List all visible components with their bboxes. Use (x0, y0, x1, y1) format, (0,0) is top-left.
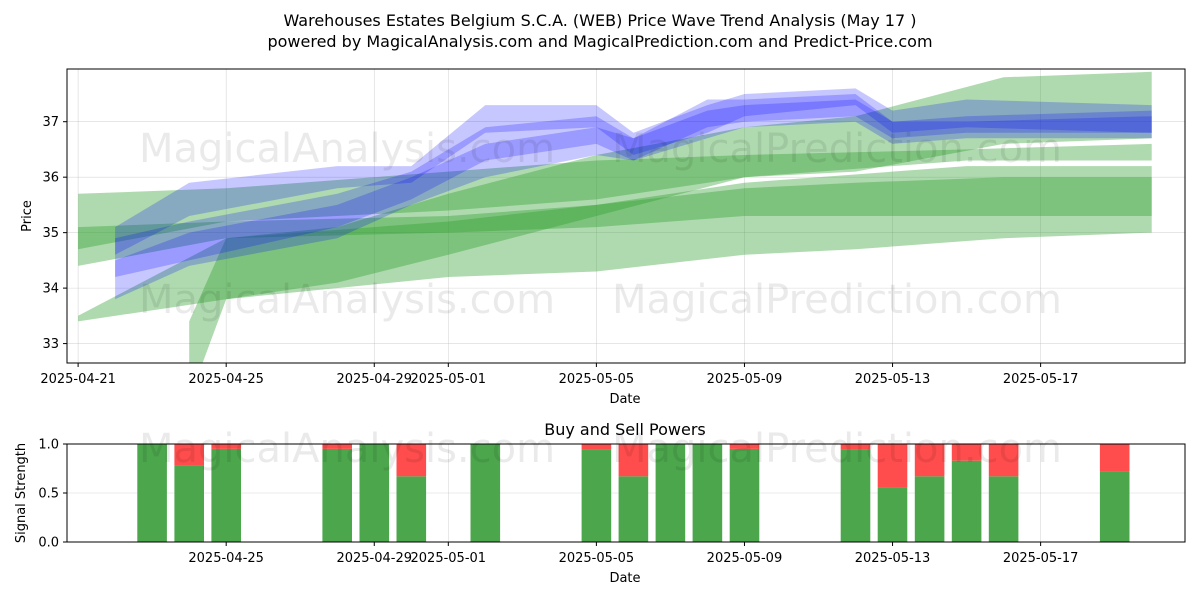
blue-wave-band (115, 99, 1152, 300)
sell-bar (618, 444, 649, 477)
x-tick-label: 2025-05-17 (1003, 372, 1079, 387)
x-tick-label: 2025-05-09 (707, 372, 783, 387)
watermark-text: MagicalPrediction.com (612, 277, 1062, 323)
buy-bar (692, 444, 723, 542)
x-tick-label: 2025-05-01 (411, 372, 487, 387)
sell-bar (211, 444, 241, 449)
buy-bar (914, 476, 945, 542)
sell-bar (951, 444, 982, 461)
x-tick-label: 2025-05-05 (559, 372, 635, 387)
buy-bar (877, 487, 908, 542)
price-plot-area (67, 69, 1185, 363)
watermark-text: MagicalAnalysis.com (139, 126, 555, 172)
x-tick-label: 2025-04-21 (40, 372, 116, 387)
x-tick-label: 2025-05-17 (1003, 551, 1079, 566)
buy-bar (951, 460, 982, 542)
x-tick-label: 2025-05-09 (707, 551, 783, 566)
chart-title: Warehouses Estates Belgium S.C.A. (WEB) … (284, 11, 917, 30)
signal-bars (137, 444, 1130, 542)
y-tick-label: 0.0 (38, 536, 59, 551)
price-x-axis-label: Date (609, 392, 640, 407)
signal-x-axis-label: Date (609, 571, 640, 586)
watermark-group: MagicalAnalysis.com MagicalPrediction.co… (139, 126, 1062, 323)
buy-bar (396, 476, 427, 542)
sell-bar (396, 444, 427, 477)
sell-bar (729, 444, 760, 449)
buy-bar (470, 444, 501, 542)
x-tick-label: 2025-04-25 (188, 551, 264, 566)
sell-bar (914, 444, 945, 477)
blue-wave-band (115, 88, 1152, 255)
y-tick-label: 1.0 (38, 438, 59, 453)
y-tick-label: 34 (42, 282, 59, 297)
buy-bar (729, 448, 760, 542)
sell-bar (174, 444, 204, 466)
x-tick-label: 2025-04-29 (336, 551, 412, 566)
green-trend-band (78, 143, 1152, 250)
buy-bar (359, 444, 390, 542)
y-tick-label: 36 (42, 171, 59, 186)
signal-title: Buy and Sell Powers (544, 420, 706, 439)
buy-bar (137, 444, 167, 542)
watermark-text: MagicalAnalysis.com (139, 426, 555, 472)
watermark-group: MagicalAnalysis.com MagicalPrediction.co… (139, 426, 1062, 472)
sell-bar (1099, 444, 1130, 472)
x-tick-label: 2025-05-01 (411, 551, 487, 566)
x-tick-label: 2025-04-29 (336, 372, 412, 387)
chart-subtitle: powered by MagicalAnalysis.com and Magic… (267, 32, 932, 51)
buy-bar (655, 444, 686, 542)
buy-bar (618, 476, 649, 542)
watermark-text: MagicalPrediction.com (612, 426, 1062, 472)
price-bands (78, 71, 1152, 363)
buy-bar (174, 465, 204, 542)
buy-bar (322, 448, 352, 542)
green-trend-band (78, 71, 1152, 322)
watermark-text: MagicalPrediction.com (612, 126, 1062, 172)
buy-bar (840, 449, 871, 542)
y-tick-label: 33 (42, 337, 59, 352)
green-trend-band (189, 177, 1152, 363)
x-tick-label: 2025-05-13 (855, 372, 931, 387)
price-axis-ticks: 2025-04-21 2025-04-25 2025-04-292025-05-01… (40, 115, 1078, 387)
buy-bar (581, 449, 612, 542)
price-panel: MagicalAnalysis.com MagicalPrediction.co… (20, 68, 1186, 407)
signal-y-axis-label: Signal Strength (14, 443, 29, 543)
sell-bar (322, 444, 352, 449)
green-trend-band (78, 166, 1152, 266)
buy-bar (211, 448, 241, 542)
x-tick-label: 2025-05-05 (559, 551, 635, 566)
buy-bar (1099, 471, 1130, 542)
x-tick-label: 2025-05-13 (855, 551, 931, 566)
watermark-text: MagicalAnalysis.com (139, 277, 555, 323)
y-tick-label: 35 (42, 226, 59, 241)
x-tick-label: 2025-04-25 (188, 372, 264, 387)
y-tick-label: 0.5 (38, 487, 59, 502)
sell-bar (581, 444, 612, 450)
buy-bar (988, 476, 1019, 542)
signal-panel: Buy and Sell Powers MagicalAnalysis.com … (14, 420, 1186, 586)
sell-bar (877, 444, 908, 488)
price-y-axis-label: Price (20, 200, 35, 232)
sell-bar (988, 444, 1019, 477)
band-group (78, 71, 1152, 363)
y-tick-label: 37 (42, 115, 59, 130)
sell-bar (840, 444, 871, 450)
price-grid (67, 69, 1185, 363)
price-plot-frame (66, 68, 1186, 364)
